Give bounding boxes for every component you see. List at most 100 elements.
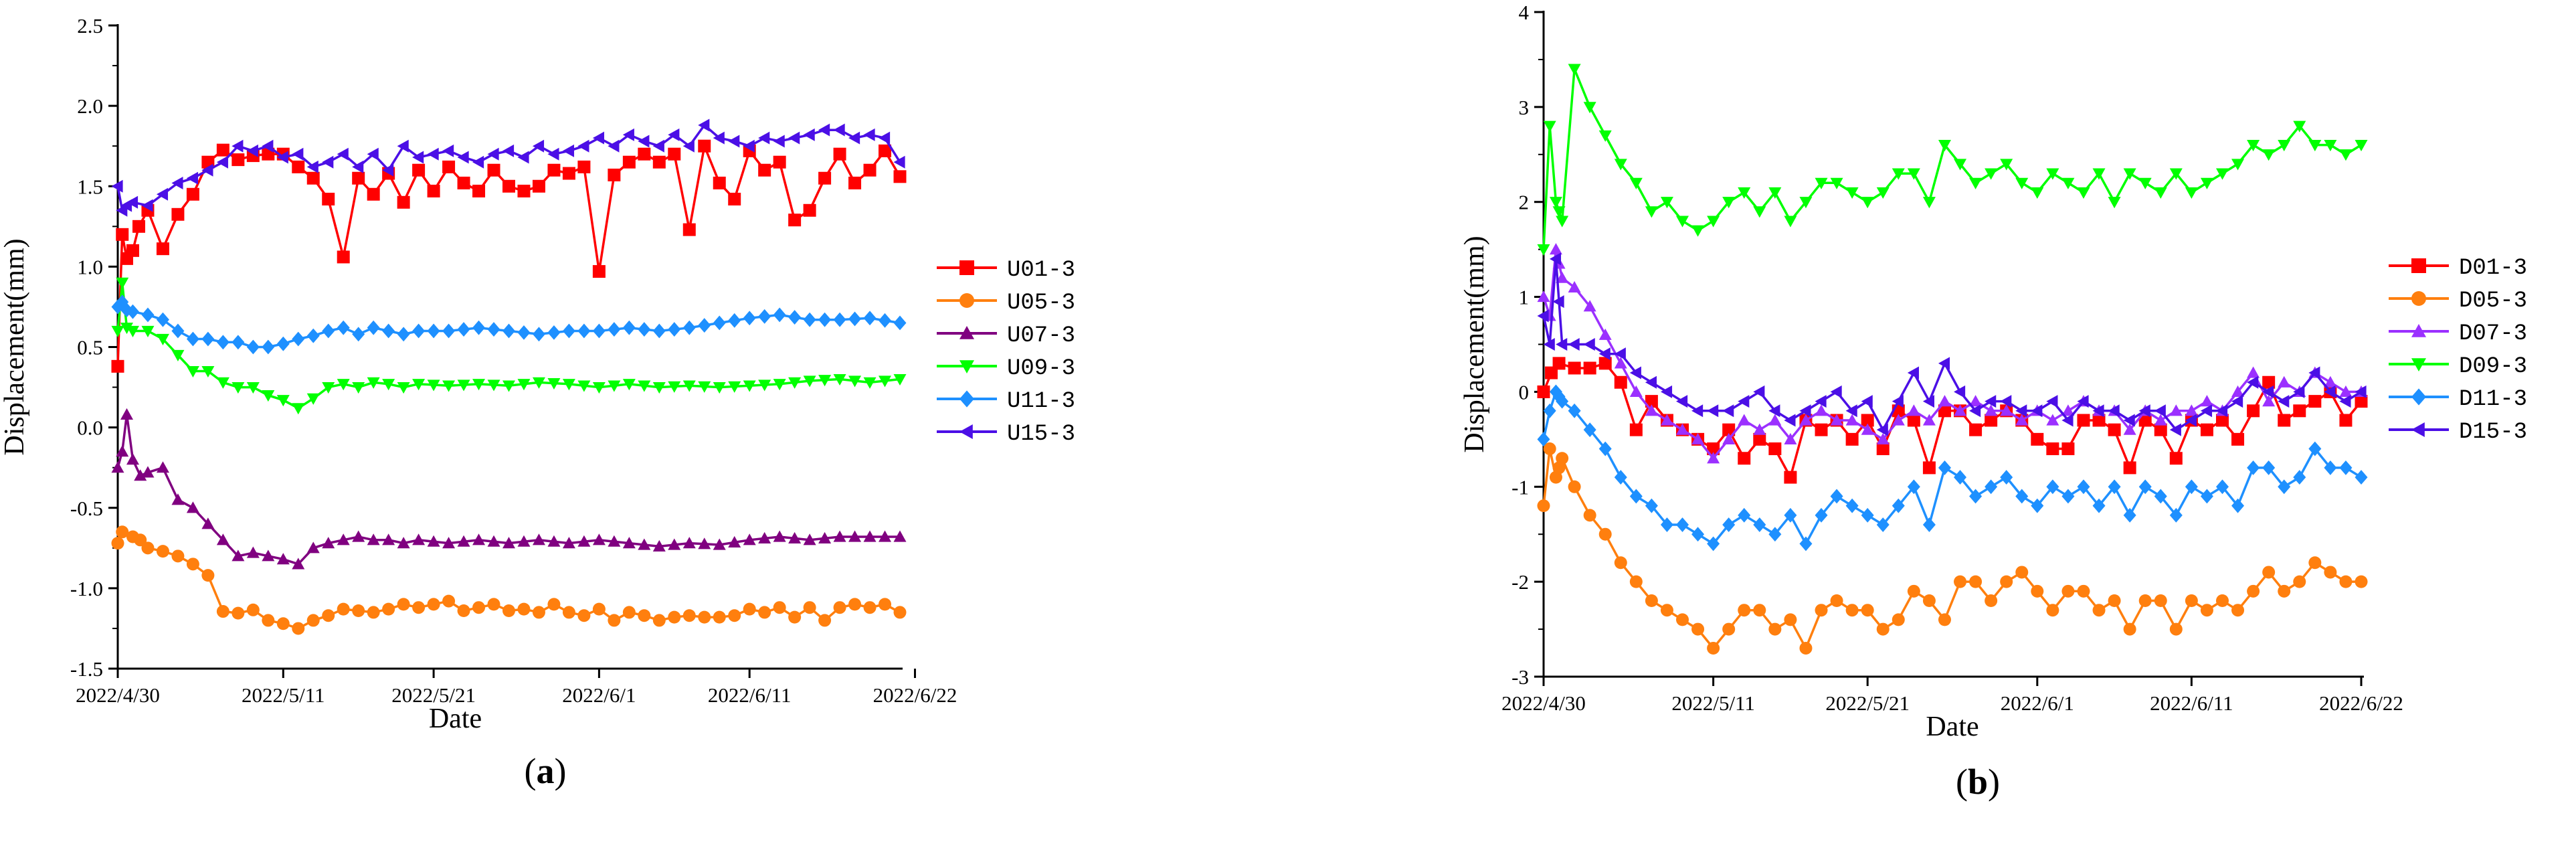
- data-point: [1568, 280, 1581, 292]
- data-point: [773, 155, 786, 169]
- data-point: [141, 199, 153, 212]
- data-point: [1676, 613, 1689, 626]
- data-point: [276, 395, 290, 407]
- data-point: [682, 380, 696, 392]
- data-point: [132, 220, 145, 233]
- data-point: [337, 250, 350, 264]
- data-point: [2231, 159, 2245, 171]
- data-point: [156, 242, 169, 256]
- data-point: [1676, 517, 1689, 532]
- data-point: [1568, 338, 1580, 351]
- data-point: [803, 203, 816, 217]
- data-point: [216, 605, 229, 618]
- data-point: [2324, 460, 2337, 475]
- legend-label: U05-3: [1007, 290, 1075, 316]
- data-point: [818, 531, 832, 543]
- data-point: [457, 535, 470, 547]
- data-point: [2355, 470, 2368, 485]
- data-point: [577, 380, 591, 392]
- data-point: [306, 160, 318, 173]
- data-point: [2215, 168, 2229, 180]
- data-point: [126, 325, 139, 337]
- data-point: [1985, 395, 1997, 408]
- data-point: [1969, 489, 1983, 504]
- data-point: [1876, 423, 1888, 436]
- data-point: [201, 163, 213, 177]
- data-point: [1768, 442, 1782, 456]
- data-point: [262, 139, 274, 153]
- data-point: [134, 469, 147, 481]
- data-point: [2123, 507, 2136, 523]
- data-point: [352, 381, 365, 394]
- data-point: [2308, 366, 2320, 379]
- data-point: [698, 537, 711, 549]
- data-point: [2308, 395, 2322, 408]
- data-point: [638, 380, 651, 392]
- data-point: [818, 312, 832, 327]
- data-point: [638, 135, 650, 148]
- data-point: [2123, 414, 2135, 427]
- data-point: [1830, 177, 1843, 189]
- data-point: [232, 381, 245, 394]
- data-point: [1922, 517, 1936, 532]
- data-point: [803, 312, 816, 327]
- data-point: [562, 323, 575, 339]
- data-point: [577, 535, 591, 547]
- data-point: [517, 184, 531, 197]
- data-point: [2231, 432, 2245, 446]
- data-point: [1568, 403, 1581, 418]
- data-point: [2046, 604, 2059, 617]
- data-point: [2278, 584, 2291, 598]
- data-point: [2092, 604, 2106, 617]
- data-point: [1645, 375, 1657, 389]
- y-tick-label: 1.5: [77, 175, 103, 198]
- data-point: [186, 331, 199, 347]
- data-point: [502, 179, 515, 193]
- data-point: [292, 622, 305, 635]
- data-point: [1845, 414, 1859, 426]
- data-point: [743, 602, 756, 616]
- data-point: [1907, 168, 1920, 180]
- data-point: [547, 147, 559, 161]
- data-point: [472, 320, 486, 335]
- data-point: [2200, 177, 2213, 189]
- data-point: [352, 327, 365, 342]
- data-point: [2339, 460, 2353, 475]
- data-point: [547, 325, 561, 340]
- data-point: [1722, 517, 1736, 532]
- data-point: [1753, 432, 1766, 446]
- data-point: [788, 214, 802, 227]
- data-point: [2046, 442, 2059, 456]
- data-point: [517, 379, 531, 391]
- y-tick-label: 0: [1519, 380, 1530, 404]
- data-point: [622, 128, 634, 141]
- data-point: [728, 535, 741, 548]
- data-point: [1583, 338, 1595, 351]
- y-tick-label: 1: [1519, 286, 1530, 309]
- data-point: [120, 323, 133, 335]
- data-point: [2138, 479, 2152, 495]
- data-point: [141, 541, 155, 555]
- data-point: [743, 380, 756, 392]
- data-point: [833, 123, 845, 137]
- data-point: [577, 139, 589, 153]
- data-point: [668, 128, 680, 141]
- data-point: [442, 594, 456, 608]
- data-point: [1907, 584, 1920, 598]
- data-point: [2231, 498, 2245, 513]
- data-point: [306, 171, 320, 185]
- data-point: [2138, 177, 2152, 189]
- data-point: [1830, 594, 1843, 608]
- data-point: [1660, 197, 1673, 209]
- data-point: [1799, 404, 1811, 418]
- data-point: [2215, 404, 2228, 418]
- data-point: [2293, 470, 2306, 485]
- data-point: [773, 135, 785, 148]
- y-axis-title: Displacement(mm): [0, 238, 30, 455]
- data-point: [1556, 452, 1569, 465]
- data-point: [487, 598, 500, 611]
- data-point: [1969, 404, 1981, 418]
- data-point: [2293, 575, 2306, 588]
- data-point: [1707, 404, 1719, 418]
